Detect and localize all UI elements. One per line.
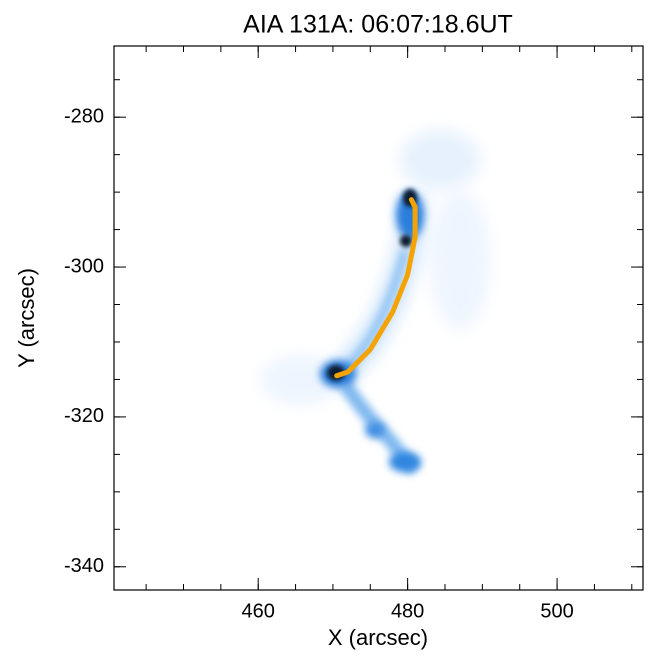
y-tick-label: -280 [64,105,104,127]
y-axis-label: Y (arcsec) [14,268,39,368]
y-tick-label: -320 [64,405,104,427]
x-tick-label: 460 [242,600,275,622]
loop-line [334,197,418,379]
y-tick-label: -340 [64,555,104,577]
x-tick-label: 500 [540,600,573,622]
x-axis-label: X (arcsec) [328,625,428,650]
y-tick-label: -300 [64,255,104,277]
x-tick-label: 480 [391,600,424,622]
solar-image [260,130,490,475]
chart-title: AIA 131A: 06:07:18.6UT [243,11,513,39]
plot-frame [113,45,644,591]
